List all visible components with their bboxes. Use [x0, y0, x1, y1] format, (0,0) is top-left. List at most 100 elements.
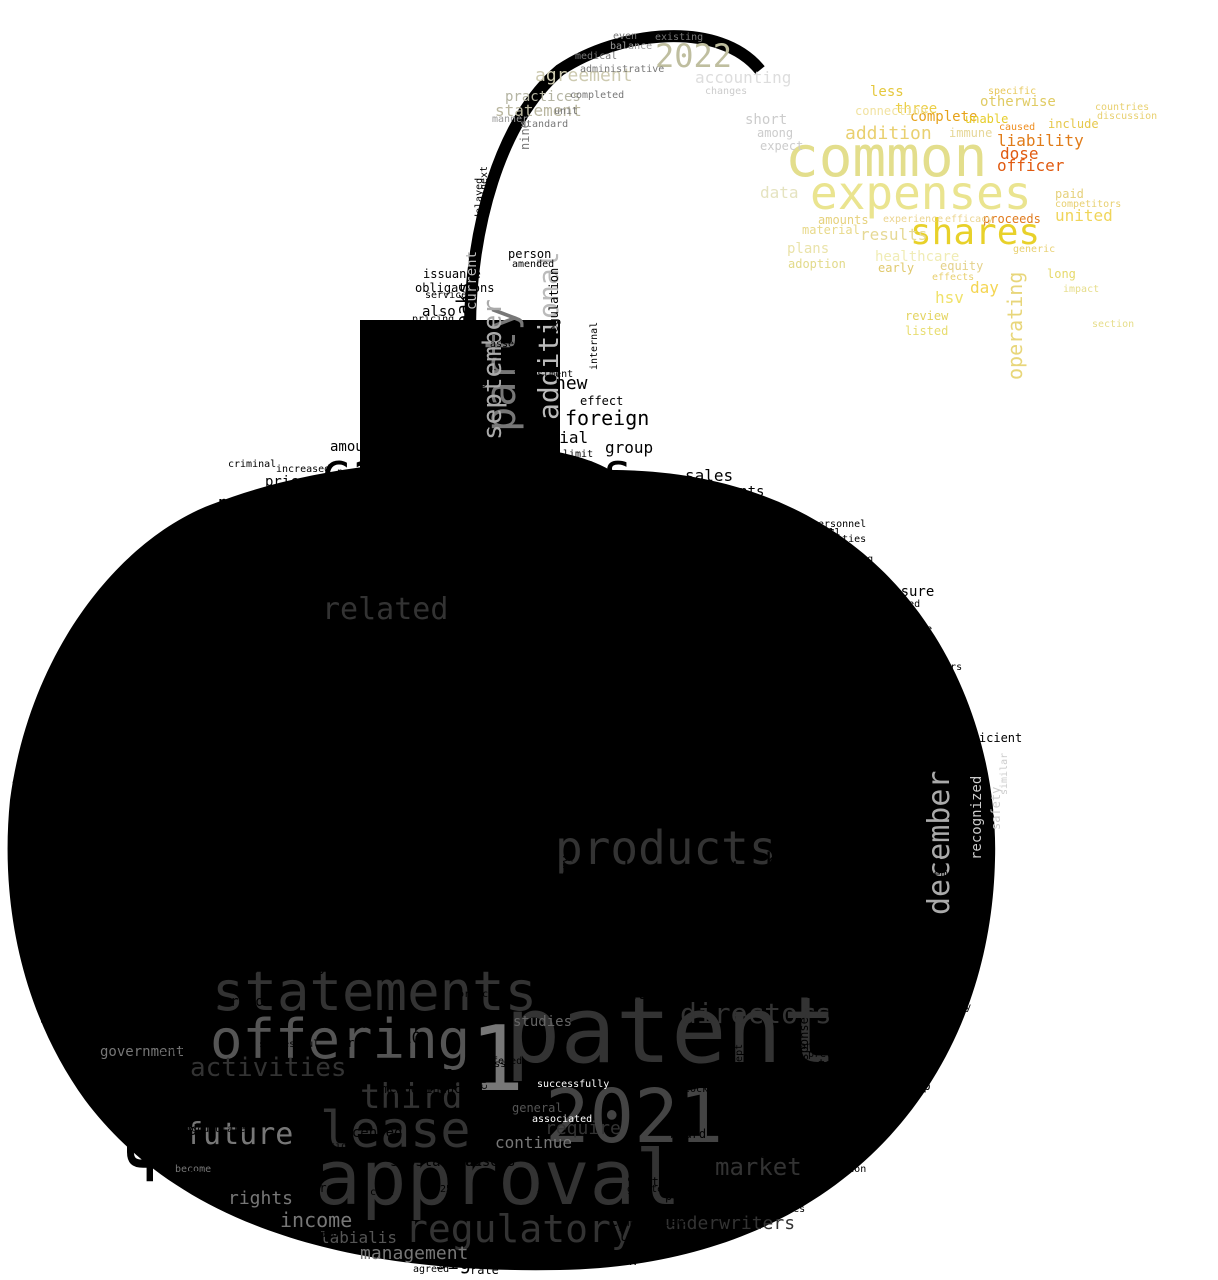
cloud-word: process [665, 1159, 716, 1173]
cloud-word: licensed [335, 1125, 403, 1141]
cloud-word: annual [163, 1036, 200, 1047]
cloud-word: meet [542, 906, 556, 935]
cloud-word: payors [95, 762, 132, 773]
cloud-word: results [860, 225, 928, 244]
cloud-word: pandemic [363, 429, 412, 440]
cloud-word: proceeds [983, 212, 1041, 226]
cloud-word: general [512, 1101, 563, 1115]
cloud-word: resources [485, 634, 540, 645]
cloud-word: payable [258, 655, 309, 669]
cloud-word: successfully [537, 1079, 610, 1090]
cloud-word: taken [891, 779, 922, 790]
cloud-word: currently [509, 544, 525, 620]
cloud-word: government [100, 1044, 185, 1060]
cloud-word: recognized [969, 775, 985, 860]
cloud-word: specific [988, 86, 1037, 97]
cloud-word: table [708, 699, 739, 710]
cloud-word: option [317, 1141, 354, 1152]
cloud-word: adoption [788, 257, 846, 271]
cloud-word: purchase [113, 1101, 162, 1112]
cloud-word: markets [440, 873, 491, 887]
cloud-word: compliance [890, 711, 963, 725]
cloud-word: within [389, 673, 400, 710]
cloud-word: complete [910, 109, 978, 125]
cloud-word: provision [618, 909, 684, 923]
cloud-word: control [605, 558, 656, 572]
cloud-word: confidential [900, 951, 973, 962]
cloud-word: protection [533, 749, 618, 765]
cloud-word: part [630, 1175, 659, 1189]
cloud-word: program [412, 912, 455, 923]
cloud-word: matters [920, 662, 963, 673]
cloud-word: health [795, 1107, 846, 1123]
cloud-word: therefore [835, 964, 890, 975]
cloud-word: substantial [390, 1154, 483, 1170]
cloud-word: third [360, 1077, 463, 1117]
cloud-word: personnel [812, 519, 867, 530]
cloud-word: offered [480, 1056, 523, 1067]
cloud-word: drug [765, 771, 886, 829]
cloud-word: person [508, 247, 552, 261]
cloud-word: conditions [310, 1017, 383, 1031]
cloud-word: 12 [372, 888, 392, 907]
cloud-word: foreign [565, 406, 650, 430]
cloud-word: circumstances [275, 930, 354, 941]
cloud-word: legislation [800, 1164, 867, 1175]
cloud-word: action [413, 724, 464, 740]
cloud-word: current [464, 250, 480, 310]
cloud-word: note [760, 1181, 794, 1197]
cloud-word: unable [965, 112, 1009, 126]
cloud-word: new [555, 373, 588, 394]
cloud-word: cold [370, 1187, 395, 1198]
cloud-word: 270 [187, 1170, 206, 1181]
cloud-word: mctavish [345, 924, 413, 940]
cloud-word: operations [203, 563, 233, 720]
cloud-word: 25 [440, 1184, 453, 1195]
cloud-word: state [253, 671, 296, 687]
cloud-word: exercise [863, 657, 912, 668]
cloud-word: effect [580, 394, 624, 408]
cloud-word: information [695, 592, 881, 625]
cloud-word: however [822, 556, 865, 567]
cloud-word: actions [408, 922, 451, 933]
cloud-word: permitted [833, 932, 899, 946]
cloud-word: investor [510, 719, 559, 730]
cloud-word: efficacy [945, 214, 994, 225]
cloud-word: receive [774, 621, 817, 632]
cloud-word: accordingly [398, 440, 465, 451]
cloud-word: shall [790, 1124, 833, 1140]
cloud-word: loss [40, 689, 69, 703]
cloud-word: legal [395, 383, 444, 402]
cloud-word: short [745, 112, 788, 128]
cloud-word: rely [147, 934, 176, 948]
cloud-word: 3 [478, 728, 488, 747]
cloud-word: completion [620, 934, 693, 948]
cloud-word: grant [788, 1041, 819, 1052]
cloud-word: level [172, 527, 203, 538]
cloud-word: anti [160, 1047, 185, 1058]
cloud-word: experience [883, 214, 944, 225]
cloud-word: cannot [383, 967, 420, 978]
cloud-word: 8 [53, 1024, 61, 1038]
cloud-word: herpes [765, 848, 859, 878]
cloud-word: generally [100, 1081, 155, 1092]
cloud-word: early [878, 261, 915, 275]
cloud-word: medical [575, 51, 618, 62]
cloud-word: authority [659, 874, 673, 940]
cloud-word: us [740, 1101, 796, 1155]
cloud-word: value [620, 743, 669, 762]
cloud-word: laws [140, 864, 179, 883]
cloud-word: 50 [815, 649, 830, 663]
cloud-word: capital [410, 623, 486, 644]
cloud-word: without [262, 647, 313, 661]
cloud-word: assets [465, 1154, 516, 1170]
cloud-word: date [835, 566, 874, 585]
cloud-word: agreed [413, 1264, 450, 1275]
cloud-word: dose [1000, 144, 1039, 163]
cloud-word: candidates [320, 443, 634, 503]
cloud-word: basis [794, 923, 808, 960]
cloud-word: product [195, 726, 659, 854]
cloud-word: protect [151, 744, 194, 755]
cloud-word: things [87, 1072, 124, 1083]
cloud-word: 1 [470, 1007, 525, 1112]
